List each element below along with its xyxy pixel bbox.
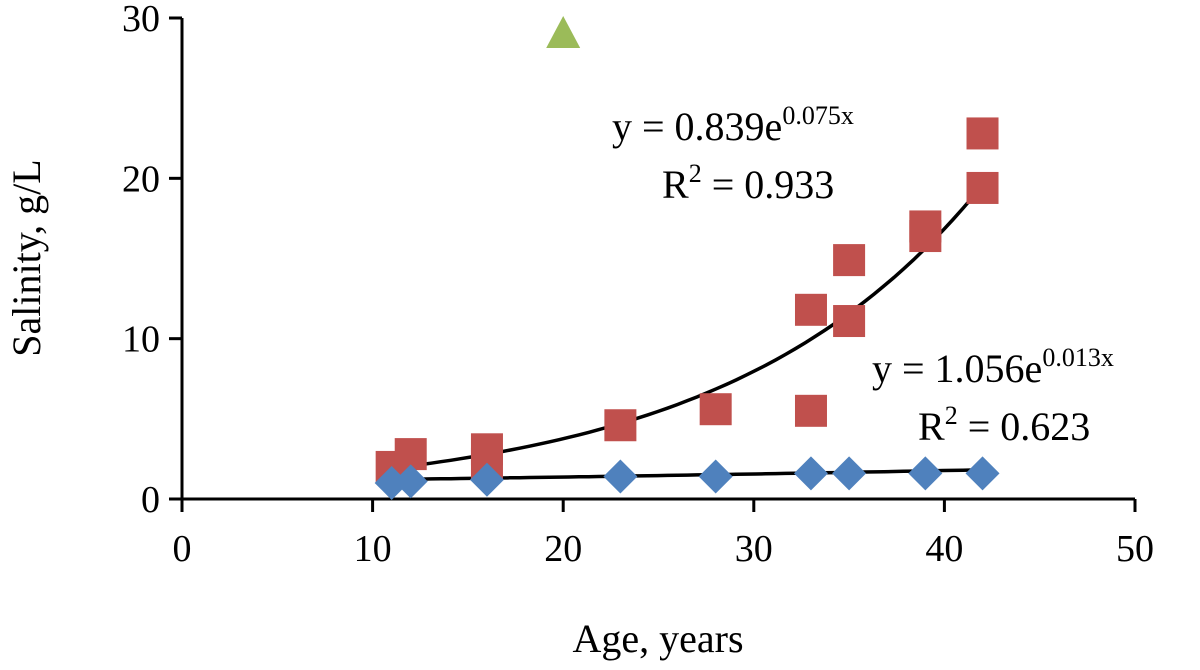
r-squared-1: R2 = 0.933	[662, 159, 834, 207]
data-points	[374, 16, 1000, 500]
data-point-diamond	[469, 462, 504, 497]
data-point-square	[604, 409, 637, 442]
data-point-diamond	[698, 459, 733, 494]
data-point-square	[794, 394, 827, 427]
x-tick-label: 0	[173, 528, 192, 570]
ticks: 0 10 20 30 40 50 0 10 20 30	[122, 0, 1154, 570]
x-tick-label: 40	[925, 528, 963, 570]
data-point-square	[833, 244, 866, 277]
axes	[180, 18, 1135, 501]
x-tick-label: 10	[354, 528, 392, 570]
data-point-square	[909, 210, 942, 243]
data-point-square	[699, 393, 732, 426]
equation-series-2: y = 1.056e0.013x R2 = 0.623	[872, 343, 1114, 449]
equation-series-1: y = 0.839e0.075x R2 = 0.933	[612, 101, 854, 207]
data-point-diamond	[603, 459, 638, 494]
data-point-square	[833, 305, 866, 338]
y-tick-label: 20	[122, 158, 160, 200]
trendline-series-1	[391, 183, 984, 471]
data-point-diamond	[793, 456, 828, 491]
data-point-diamond	[908, 456, 943, 491]
r-squared-2: R2 = 0.623	[918, 401, 1090, 449]
data-point-square	[966, 171, 999, 204]
y-tick-label: 30	[122, 0, 160, 40]
data-point-diamond	[393, 464, 428, 499]
y-axis-title: Salinity, g/L	[4, 159, 49, 356]
x-tick-label: 50	[1116, 528, 1154, 570]
y-tick-label: 0	[141, 479, 160, 521]
data-point-triangle	[546, 16, 581, 49]
data-point-diamond	[832, 456, 867, 491]
x-tick-label: 30	[735, 528, 773, 570]
equation-2: y = 1.056e0.013x	[872, 343, 1114, 391]
data-point-diamond	[374, 465, 409, 500]
y-tick-label: 10	[122, 319, 160, 361]
equation-1: y = 0.839e0.075x	[612, 101, 854, 149]
data-point-square	[966, 117, 999, 150]
x-tick-label: 20	[544, 528, 582, 570]
data-point-square	[470, 433, 503, 466]
x-axis-title: Age, years	[572, 616, 743, 661]
data-point-square	[794, 293, 827, 326]
data-point-diamond	[965, 456, 1000, 491]
